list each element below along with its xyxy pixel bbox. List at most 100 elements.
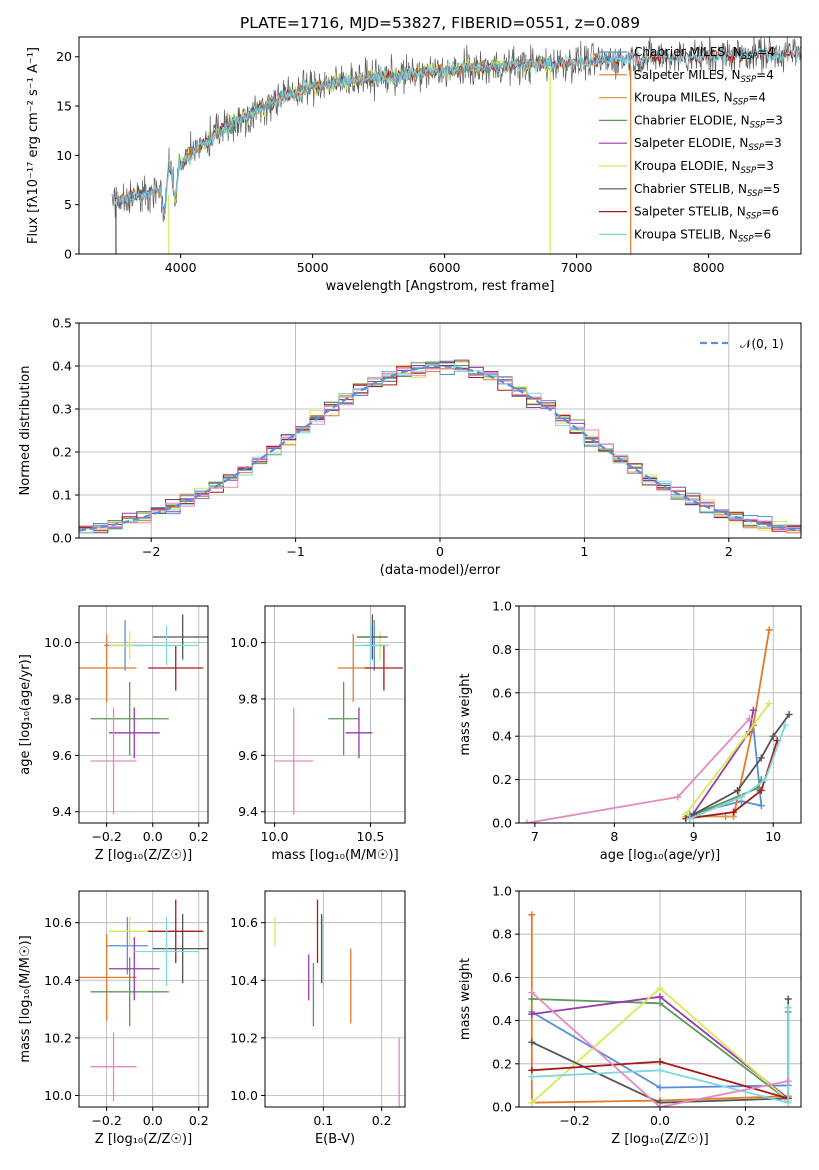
legend-entry: Salpeter STELIB, NSSP=6 — [634, 205, 779, 222]
y-tick-label: 20 — [56, 49, 72, 64]
weight-marker — [656, 1084, 664, 1092]
legend-label: Salpeter STELIB, N — [634, 205, 746, 219]
x-tick-label: 0.2 — [736, 1113, 756, 1128]
axes-frame — [518, 890, 802, 1108]
x-tick-label: 7 — [531, 829, 539, 844]
y-tick-label: 10.6 — [44, 915, 72, 930]
plot-area-0 — [111, 37, 801, 254]
errorbar-point — [106, 916, 149, 975]
errorbar-point — [108, 937, 160, 1001]
legend-sub: SSP — [747, 189, 763, 199]
histogram-legend: 𝒩(0, 1) — [700, 337, 784, 351]
legend-entry: Chabrier ELODIE, NSSP=3 — [634, 113, 783, 130]
legend-tail: =4 — [756, 68, 774, 82]
errorbar-point — [90, 707, 137, 815]
y-tick-label: 15 — [56, 99, 72, 114]
x-tick-label: 8000 — [693, 260, 725, 275]
weight-marker — [674, 793, 682, 801]
weight-marker — [656, 984, 664, 992]
panel-1: −2 −1 0 1 2 0.0 0.1 0.2 0.3 0.4 0.5 (data-model)/er… — [18, 316, 802, 578]
axes-frame — [78, 890, 209, 1108]
legend-tail: =3 — [756, 159, 774, 173]
errorbar-point — [337, 634, 369, 702]
errorbar-point — [148, 899, 204, 963]
weight-marker — [656, 993, 664, 1001]
x-tick-label: −1 — [286, 544, 304, 559]
y-tick-label: 10.2 — [230, 1030, 258, 1045]
weight-marker — [729, 808, 737, 816]
legend-tail: =4 — [748, 91, 766, 105]
legend-tail: =6 — [754, 227, 772, 241]
weight-line — [531, 1007, 790, 1104]
y-axis-label: mass weight — [458, 673, 473, 755]
y-tick-label: 9.6 — [238, 748, 258, 763]
weight-marker — [757, 786, 765, 794]
legend-tail: =3 — [765, 113, 783, 127]
y-tick-label: 0.1 — [52, 488, 72, 503]
errorbar-point — [79, 934, 137, 1021]
plot-area-1 — [79, 323, 801, 538]
legend-tail: =3 — [764, 136, 782, 150]
weight-marker — [757, 754, 765, 762]
legend-label: Salpeter MILES, N — [634, 68, 741, 82]
legend-entry: Salpeter MILES, NSSP=4 — [634, 68, 774, 85]
x-axis-label: Z [log₁₀(Z/Z☉)] — [95, 1132, 192, 1147]
y-tick-label: 0.8 — [492, 927, 512, 942]
weight-marker — [749, 706, 757, 714]
y-axis-label: Flux [fλ10⁻¹⁷ erg cm⁻² s⁻¹ A⁻¹] — [26, 47, 41, 244]
legend-sub: SSP — [741, 75, 757, 85]
x-axis-label: Z [log₁₀(Z/Z☉)] — [611, 1132, 708, 1147]
plot-area-6 — [265, 891, 405, 1107]
x-axis-label: (data-model)/error — [380, 563, 501, 578]
axes-frame — [78, 605, 209, 824]
errorbar-point — [152, 914, 208, 984]
y-tick-label: 0.0 — [492, 1100, 512, 1115]
errorbar-point — [328, 682, 359, 756]
weight-marker — [784, 1077, 792, 1085]
weight-marker — [784, 1099, 792, 1107]
y-tick-label: 10.0 — [44, 635, 72, 650]
y-tick-label: 0.2 — [52, 445, 72, 460]
errorbar-point — [353, 625, 388, 666]
x-axis-label: E(B-V) — [315, 1132, 355, 1147]
weight-marker — [757, 802, 765, 810]
y-tick-label: 0.0 — [52, 531, 72, 546]
errorbar-point — [134, 916, 199, 987]
weight-marker — [733, 786, 741, 794]
x-tick-label: 0.0 — [143, 1113, 163, 1128]
x-tick-label: 6000 — [429, 260, 461, 275]
plot-area-5 — [79, 891, 208, 1107]
weight-marker — [528, 1099, 536, 1107]
weight-marker — [528, 989, 536, 997]
plot-area-2 — [79, 606, 208, 823]
y-tick-label: 5 — [64, 197, 72, 212]
legend-label: Chabrier ELODIE, N — [634, 113, 750, 127]
axes-frame — [518, 605, 802, 824]
legend-label: Kroupa ELODIE, N — [634, 159, 741, 173]
legend-entry: Chabrier MILES, NSSP=4 — [634, 45, 775, 62]
weight-line — [689, 725, 786, 820]
errorbar-point — [274, 707, 313, 815]
weight-marker — [656, 999, 664, 1007]
y-tick-label: 0.5 — [52, 316, 72, 331]
weight-marker — [528, 1038, 536, 1046]
panel-2: −0.2 0.0 0.2 9.4 9.6 9.8 10.0 Z [log₁₀(Z/Z☉)] ag… — [18, 605, 209, 863]
x-axis-label: mass [log₁₀(M/M☉)] — [271, 848, 398, 863]
legend-sub: SSP — [738, 234, 754, 244]
panel-7: −0.2 0.0 0.2 0.0 0.2 0.4 0.6 0.8 1.0 Z [log₁₀(Z/Z… — [458, 884, 802, 1147]
y-tick-label: 1.0 — [492, 599, 512, 614]
x-tick-label: 10.5 — [357, 829, 385, 844]
errorbar-point — [90, 1032, 137, 1102]
errorbar-point — [134, 625, 199, 666]
errorbar-point — [108, 707, 160, 759]
legend-entry: Salpeter ELODIE, NSSP=3 — [634, 136, 782, 153]
legend-label: Salpeter ELODIE, N — [634, 136, 748, 150]
y-tick-label: 1.0 — [492, 884, 512, 899]
y-tick-label: 0.4 — [492, 729, 512, 744]
x-tick-label: 0.2 — [189, 1113, 209, 1128]
weight-marker — [737, 793, 745, 801]
y-tick-label: 10.0 — [230, 635, 258, 650]
errorbar-point — [357, 614, 388, 660]
errorbar-point — [108, 916, 151, 946]
x-axis-label: wavelength [Angstrom, rest frame] — [326, 279, 555, 294]
